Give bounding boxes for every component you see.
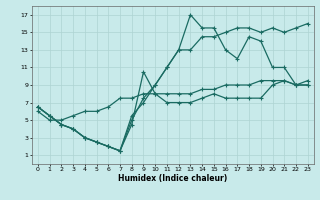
X-axis label: Humidex (Indice chaleur): Humidex (Indice chaleur): [118, 174, 228, 183]
